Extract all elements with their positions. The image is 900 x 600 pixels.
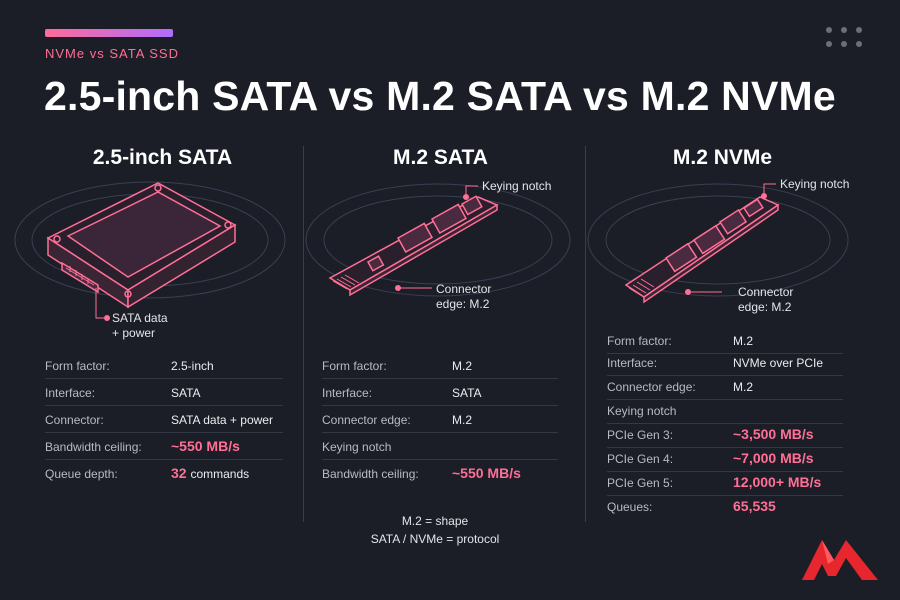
callout-connector-edge-sata: Connector edge: M.2 <box>436 282 492 311</box>
footnote: M.2 = shape SATA / NVMe = protocol <box>330 512 540 548</box>
menu-dots-icon[interactable] <box>826 27 868 51</box>
queue-depth-value: 32 <box>171 465 187 481</box>
callout-connector-edge-nvme: Connector edge: M.2 <box>738 285 794 314</box>
callout-sata-data-power: SATA data + power <box>112 311 168 340</box>
spec-row: Form factor: M.2 <box>607 326 843 354</box>
column-divider <box>303 146 304 522</box>
eyebrow-label: NVMe vs SATA SSD <box>45 46 179 61</box>
column-title-m2-nvme: M.2 NVMe <box>672 146 773 169</box>
spec-row: PCIe Gen 3: ~3,500 MB/s <box>607 423 843 448</box>
footnote-line: SATA / NVMe = protocol <box>370 532 500 546</box>
spec-row: Bandwidth ceiling: ~550 MB/s <box>322 465 521 481</box>
callout-keying-notch-nvme: Keying notch <box>780 177 850 191</box>
footnote-line: M.2 = shape <box>401 514 469 528</box>
spec-row: Interface: SATA <box>322 378 558 406</box>
page-title: 2.5-inch SATA vs M.2 SATA vs M.2 NVMe <box>44 73 836 119</box>
accent-bar <box>45 29 173 37</box>
spec-row: PCIe Gen 4: ~7,000 MB/s <box>607 447 843 472</box>
column-title-25-sata: 2.5-inch SATA <box>92 146 233 169</box>
spec-row: Form factor: 2.5-inch <box>45 351 283 379</box>
spec-row: Keying notch <box>607 399 843 424</box>
spec-row: Connector edge: M.2 <box>607 375 843 400</box>
spec-row: Bandwidth ceiling: ~550 MB/s <box>45 432 283 460</box>
spec-row: Connector edge: M.2 <box>322 405 558 433</box>
spec-row: Queues: 65,535 <box>607 498 776 514</box>
column-title-m2-sata: M.2 SATA <box>393 146 488 169</box>
callout-keying-notch-sata: Keying notch <box>482 179 552 193</box>
spec-row: Queue depth: 32 commands <box>45 465 250 481</box>
m2-sata-stick-icon <box>328 195 499 297</box>
spec-row: PCIe Gen 5: 12,000+ MB/s <box>607 471 843 496</box>
spec-row: Connector: SATA data + power <box>45 405 283 433</box>
column-divider <box>585 146 586 522</box>
sata-25-drive-icon <box>46 182 237 309</box>
brand-logo-icon[interactable] <box>800 530 880 582</box>
spec-row: Form factor: M.2 <box>322 351 558 379</box>
queue-depth-unit: commands <box>190 467 250 481</box>
spec-row: Interface: NVMe over PCIe <box>607 351 843 376</box>
spec-row: Keying notch <box>322 432 558 460</box>
spec-row: Interface: SATA <box>45 378 283 406</box>
